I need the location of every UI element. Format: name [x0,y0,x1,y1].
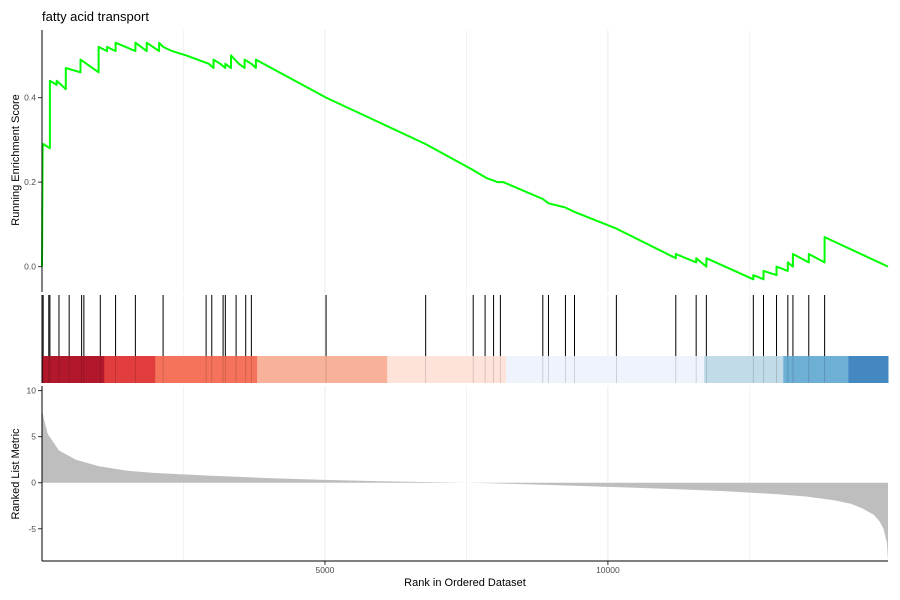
rank-color-segment [104,356,156,383]
enrichment-y-axis-title: Running Enrichment Score [10,94,22,225]
ranked-list-y-tick-label: -5 [28,524,36,534]
enrichment-gridlines [183,30,750,292]
ranked-list-metric-area [42,409,888,561]
gene-hits-panel [41,295,889,383]
rank-color-segment [783,356,849,383]
rank-color-segment [848,356,889,383]
enrichment-y-tick-label: 0.4 [24,93,36,103]
rank-color-segment [506,356,705,383]
rank-color-bar [42,356,889,383]
ranked-list-y-ticks: 10 5 0 -5 [27,386,42,534]
rank-color-segment [42,356,105,383]
running-enrichment-score-line [41,41,889,281]
enrichment-y-ticks: 0.0 0.2 0.4 [24,93,42,272]
ranked-list-y-tick-label: 10 [27,386,37,396]
x-axis-title: Rank in Ordered Dataset [404,577,526,589]
rank-color-segment [704,356,784,383]
ranked-list-gridlines [183,386,750,561]
x-axis-ticks: 5000 10000 [315,561,620,575]
enrichment-y-tick-label: 0.0 [24,262,36,272]
enrichment-y-tick-label: 0.2 [24,177,36,187]
rank-color-segment [155,356,258,383]
ranked-list-y-tick-label: 0 [31,478,36,488]
x-tick-label: 10000 [596,565,620,575]
rank-color-segment [387,356,507,383]
chart-title: fatty acid transport [42,9,149,24]
rank-color-segment [257,356,388,383]
ranked-list-panel: 10 5 0 -5 5000 10000 Ranked List Metric Rank… [10,386,888,589]
ranked-list-y-tick-label: 5 [31,432,36,442]
enrichment-score-panel: 0.0 0.2 0.4 Running Enrichment Score [10,30,889,292]
x-tick-label: 5000 [315,565,334,575]
gene-hit-marks [42,295,826,383]
ranked-list-y-axis-title: Ranked List Metric [10,428,22,520]
